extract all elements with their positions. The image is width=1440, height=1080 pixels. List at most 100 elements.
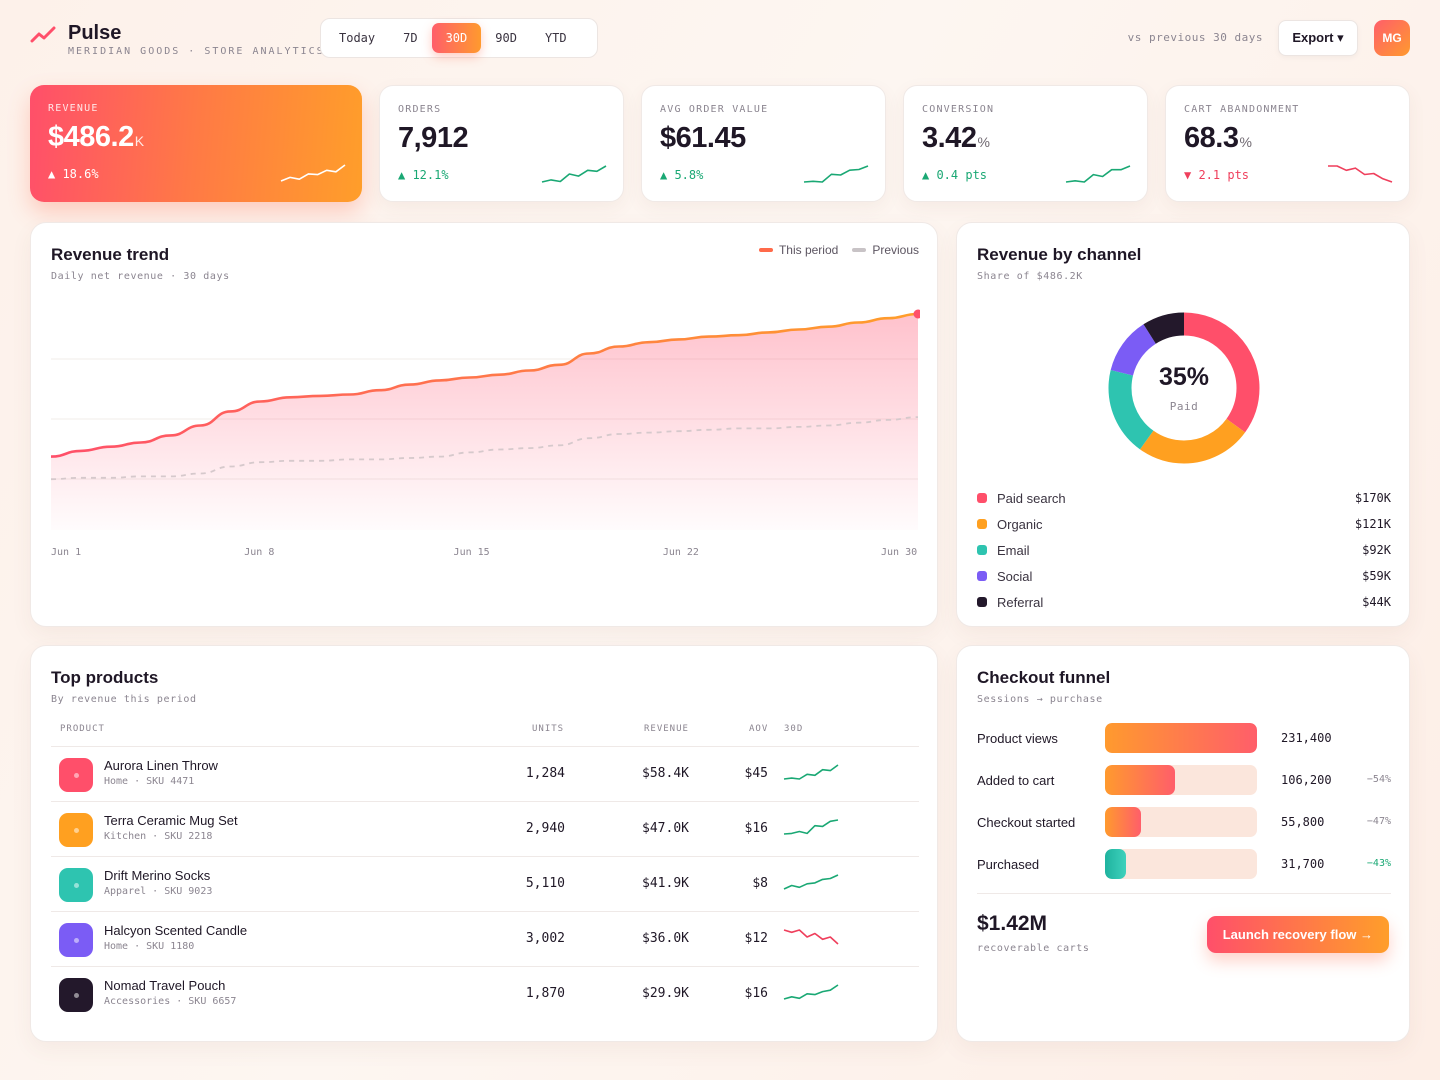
channel-value: $92K	[1362, 543, 1391, 557]
range-tab-90d[interactable]: 90D	[495, 31, 517, 45]
funnel-step-value: 106,200	[1281, 773, 1332, 787]
product-meta: Kitchen · SKU 2218	[104, 831, 213, 842]
legend-label: Previous	[872, 243, 919, 257]
table-row[interactable]: Halcyon Scented Candle Home · SKU 1180 3,0…	[51, 911, 919, 966]
product-units: 3,002	[525, 931, 565, 946]
pulse-logo-icon	[30, 26, 56, 43]
channel-value: $121K	[1354, 517, 1391, 531]
kpi-unit: K	[134, 133, 144, 149]
legend-item[interactable]: Previous	[852, 243, 919, 257]
funnel-bar-fill	[1105, 807, 1142, 837]
product-thumbnail	[59, 758, 93, 792]
brand-name: Pulse	[68, 22, 122, 44]
channel-row[interactable]: Referral $44K	[977, 589, 1391, 615]
kpi-unit: %	[977, 134, 990, 150]
donut-slice-referral[interactable]	[1108, 312, 1260, 464]
revenue-by-channel-card: Revenue by channel Share of $486.2K 35% …	[956, 222, 1410, 627]
product-thumbnail	[59, 813, 93, 847]
kpi-card-orders[interactable]: ORDERS 7,912 ▲ 12.1%	[379, 85, 624, 202]
sparkline	[541, 165, 607, 183]
range-tab-7d[interactable]: 7D	[403, 31, 418, 45]
table-row[interactable]: Nomad Travel Pouch Accessories · SKU 6657…	[51, 966, 919, 1021]
product-meta: Home · SKU 4471	[104, 776, 195, 787]
legend-swatch	[758, 248, 773, 252]
column-header-aov[interactable]: AOV	[749, 724, 769, 734]
funnel-step[interactable]: Added to cart 106,200 −54%	[977, 765, 1391, 795]
funnel-step[interactable]: Purchased 31,700 −43%	[977, 849, 1391, 879]
sparkline	[783, 929, 839, 945]
launch-recovery-flow-button[interactable]: Launch recovery flow →	[1206, 916, 1389, 953]
funnel-divider	[977, 893, 1391, 894]
channel-swatch	[977, 493, 987, 503]
product-aov: $16	[744, 821, 768, 836]
table-row[interactable]: Terra Ceramic Mug Set Kitchen · SKU 2218 2…	[51, 801, 919, 856]
x-tick-label: Jun 30	[881, 547, 918, 558]
kpi-card-revenue[interactable]: REVENUE $486.2K ▲ 18.6%	[30, 85, 362, 202]
donut-slice-organic[interactable]	[1108, 312, 1260, 464]
product-aov: $16	[744, 986, 768, 1001]
product-sparkline	[783, 764, 839, 780]
funnel-step-value: 231,400	[1281, 731, 1332, 745]
product-revenue: $41.9K	[642, 876, 689, 891]
trend-title: Revenue trend	[51, 245, 170, 264]
channel-row[interactable]: Paid search $170K	[977, 485, 1391, 511]
table-row[interactable]: Aurora Linen Throw Home · SKU 4471 1,284 $5…	[51, 746, 919, 801]
channel-swatch	[977, 571, 987, 581]
funnel-step[interactable]: Checkout started 55,800 −47%	[977, 807, 1391, 837]
product-meta: Apparel · SKU 9023	[104, 886, 213, 897]
funnel-step-value: 31,700	[1281, 857, 1325, 871]
product-aov: $45	[744, 766, 768, 781]
x-tick-label: Jun 1	[51, 547, 82, 558]
channel-row[interactable]: Email $92K	[977, 537, 1391, 563]
donut-center-label: Paid	[1169, 400, 1199, 413]
product-revenue: $47.0K	[642, 821, 689, 836]
column-header-units[interactable]: UNITS	[532, 724, 565, 734]
product-sparkline	[783, 874, 839, 890]
latest-point[interactable]	[913, 309, 921, 319]
product-revenue: $29.9K	[642, 986, 689, 1001]
kpi-value: $61.45	[660, 122, 747, 155]
product-name[interactable]: Halcyon Scented Candle	[104, 923, 248, 938]
column-header-revenue[interactable]: REVENUE	[644, 724, 689, 734]
table-row[interactable]: Drift Merino Socks Apparel · SKU 9023 5,11…	[51, 856, 919, 911]
product-name[interactable]: Drift Merino Socks	[104, 868, 211, 883]
trend-legend: This period Previous	[758, 243, 919, 257]
legend-item[interactable]: This period	[758, 243, 838, 257]
funnel-bar-fill	[1105, 849, 1127, 879]
funnel-step-change: −43%	[1366, 858, 1391, 869]
range-tab-today[interactable]: Today	[339, 31, 376, 45]
funnel-step-label: Checkout started	[977, 815, 1076, 830]
donut-slice-email[interactable]	[1108, 312, 1260, 464]
product-aov: $8	[752, 876, 768, 891]
x-tick-label: Jun 22	[662, 547, 699, 558]
product-thumbnail	[59, 978, 93, 1012]
channel-name: Email	[997, 542, 1030, 558]
channel-donut-chart	[1108, 312, 1260, 464]
funnel-bar-track	[1105, 723, 1257, 753]
kpi-card-avg-order-value[interactable]: AVG ORDER VALUE $61.45 ▲ 5.8%	[641, 85, 886, 202]
kpi-card-conversion[interactable]: CONVERSION 3.42% ▲ 0.4 pts	[903, 85, 1148, 202]
product-name[interactable]: Nomad Travel Pouch	[104, 978, 226, 993]
funnel-bar-track	[1105, 807, 1257, 837]
channel-row[interactable]: Organic $121K	[977, 511, 1391, 537]
product-sparkline	[783, 929, 839, 945]
avatar[interactable]: MG	[1374, 20, 1410, 56]
product-name[interactable]: Aurora Linen Throw	[104, 758, 218, 773]
kpi-delta: ▼ 2.1 pts	[1184, 168, 1250, 182]
channel-swatch	[977, 545, 987, 555]
kpi-sparkline	[803, 165, 869, 183]
top-bar: Pulse MERIDIAN GOODS · STORE ANALYTICS T…	[30, 18, 1410, 58]
sparkline	[803, 165, 869, 183]
range-tab-ytd[interactable]: YTD	[544, 31, 567, 45]
product-name[interactable]: Terra Ceramic Mug Set	[104, 813, 238, 828]
kpi-card-cart-abandonment[interactable]: CART ABANDONMENT 68.3% ▼ 2.1 pts	[1165, 85, 1410, 202]
funnel-step-label: Product views	[977, 731, 1058, 746]
column-header-product[interactable]: PRODUCT	[60, 724, 105, 734]
export-button[interactable]: Export ▾	[1278, 20, 1358, 56]
channel-swatch	[977, 519, 987, 529]
funnel-step[interactable]: Product views 231,400	[977, 723, 1391, 753]
checkout-funnel-card: Checkout funnel Sessions → purchase Prod…	[956, 645, 1410, 1042]
sparkline	[783, 984, 839, 1000]
channel-row[interactable]: Social $59K	[977, 563, 1391, 589]
range-tab-30d[interactable]: 30D	[431, 23, 482, 53]
